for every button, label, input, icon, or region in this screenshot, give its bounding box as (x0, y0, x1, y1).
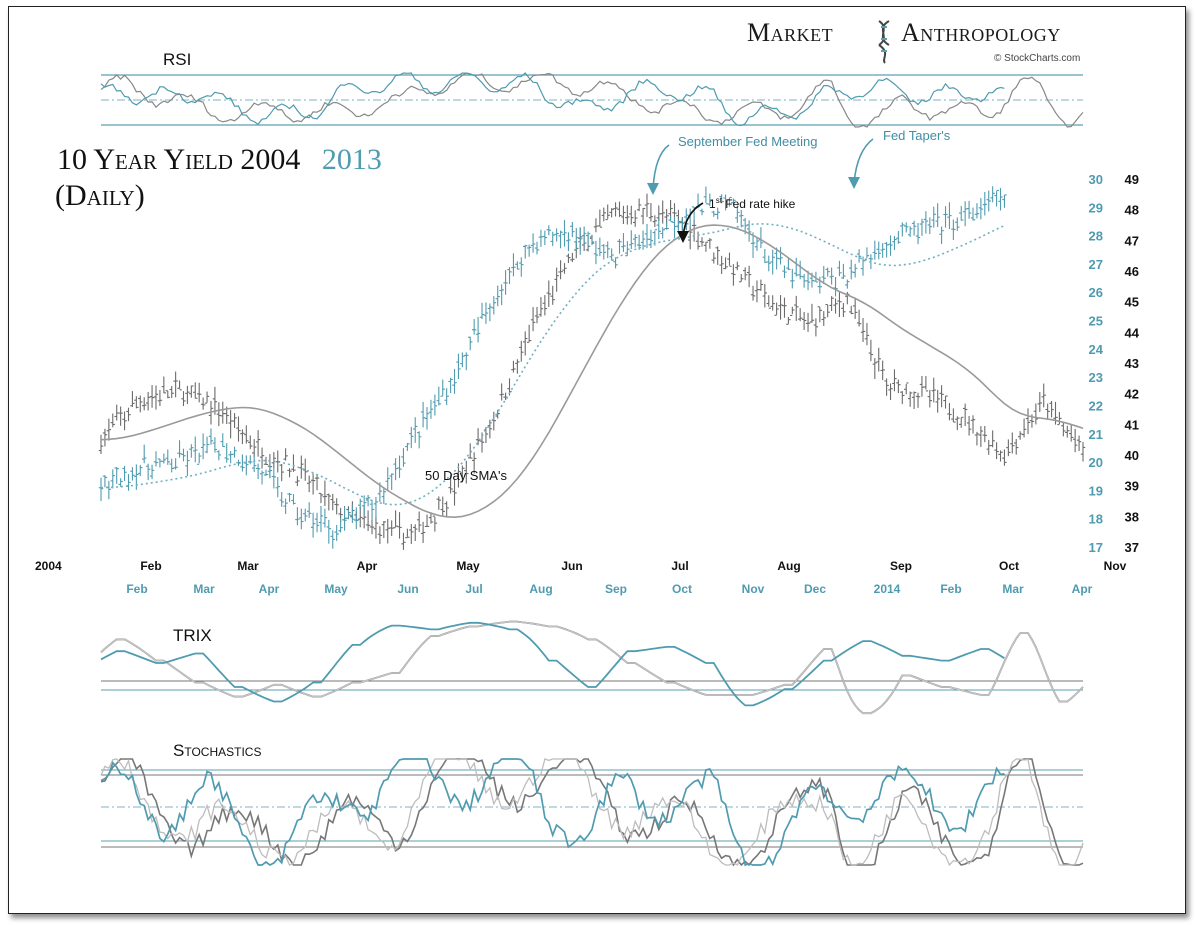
stochastics-series (100, 758, 1084, 867)
chart-svg: Market Anthropology © StockCharts.com RS… (35, 18, 1140, 867)
stoch-signal-2004 (100, 758, 1084, 867)
trix-line-2004 (100, 620, 1084, 715)
y-tick-2004: 49 (1125, 172, 1139, 187)
annotation-sept-fed-text: September Fed Meeting (678, 134, 817, 149)
x-tick-2004: Jun (561, 559, 582, 573)
x-tick-2013: Mar (193, 582, 215, 596)
x-tick-2004: Feb (140, 559, 161, 573)
y-tick-2013: 26 (1089, 285, 1103, 300)
trix-signal-2004 (100, 620, 1084, 714)
rsi-series (100, 72, 1084, 128)
x-tick-2013: Jun (397, 582, 418, 596)
y-tick-2013: 27 (1089, 257, 1103, 272)
chart-subtitle: (Daily) (55, 179, 145, 212)
y-tick-2013: 29 (1089, 200, 1103, 215)
brand-anthropology: Anthropology (901, 18, 1061, 47)
trix-line-2013 (100, 621, 1005, 707)
x-tick-2013: May (324, 582, 348, 596)
trix-label: TRIX (173, 626, 212, 645)
y-tick-2004: 37 (1125, 540, 1139, 555)
y-tick-2004: 40 (1125, 448, 1139, 463)
chart-title-2013: 2013 (322, 143, 382, 176)
y-tick-2013: 22 (1089, 399, 1103, 414)
stoch-line-2004 (100, 758, 1084, 867)
bar-2013 (98, 186, 1007, 549)
y-tick-2013: 17 (1089, 540, 1103, 555)
x-tick-2013: Feb (940, 582, 961, 596)
main-plot (98, 186, 1086, 550)
chart-title: 10 Year Yield 2004 2013 (57, 143, 382, 176)
x-tick-2013: Apr (259, 582, 280, 596)
x-tick-2013: Apr (1072, 582, 1093, 596)
annotation-sept-fed: September Fed Meeting (647, 134, 817, 195)
x-tick-2004: 2004 (35, 559, 62, 573)
y-tick-2004: 43 (1125, 356, 1139, 371)
y-tick-2013: 28 (1089, 229, 1103, 244)
sma-2004-line (100, 224, 1084, 519)
y-tick-2013: 20 (1089, 455, 1103, 470)
x-tick-2013: 2014 (874, 582, 901, 596)
brand-market: Market (747, 18, 833, 47)
trix-panel: TRIX (100, 620, 1084, 715)
y-axis-2004: 49 48 47 46 45 44 43 42 41 40 39 38 37 (1125, 172, 1140, 555)
dna-helix-icon (878, 20, 890, 64)
y-tick-2004: 45 (1125, 295, 1139, 310)
y-tick-2004: 41 (1125, 417, 1139, 432)
y-tick-2013: 18 (1089, 512, 1103, 527)
x-axis-2004: 2004 Feb Mar Apr May Jun Jul Aug Sep Oct Nov (35, 559, 1127, 573)
x-axis-2013: Feb Mar Apr May Jun Jul Aug Sep Oct Nov Dec 2014 Feb… (126, 582, 1092, 596)
x-tick-2013: Dec (804, 582, 826, 596)
x-tick-2013: Feb (126, 582, 147, 596)
rate-hike-post: Fed rate hike (722, 197, 796, 211)
x-tick-2004: Mar (237, 559, 259, 573)
y-tick-2013: 19 (1089, 483, 1103, 498)
rate-hike-pre: 1 (709, 197, 716, 211)
x-tick-2004: Sep (890, 559, 912, 573)
stoch-line-2013 (100, 758, 1005, 867)
x-tick-2004: May (456, 559, 480, 573)
rsi-panel: RSI (100, 50, 1084, 128)
stochastics-label: Stochastics (173, 741, 261, 760)
x-tick-2013: Sep (605, 582, 627, 596)
rsi-line-2004 (100, 72, 1084, 128)
y-tick-2004: 47 (1125, 233, 1139, 248)
chart-title-2004: 10 Year Yield 2004 (57, 143, 300, 176)
y-tick-2004: 44 (1125, 325, 1140, 340)
x-tick-2004: Nov (1104, 559, 1127, 573)
y-tick-2013: 30 (1089, 172, 1103, 187)
x-tick-2013: Aug (529, 582, 552, 596)
rsi-line-2013 (100, 72, 1005, 127)
annotation-taper-text: Fed Taper's (883, 128, 951, 143)
annotation-taper: Fed Taper's (848, 128, 951, 189)
annotation-rate-hike: 1st Fed rate hike (677, 196, 796, 243)
y-tick-2004: 46 (1125, 264, 1139, 279)
y-tick-2004: 48 (1125, 203, 1139, 218)
x-tick-2013: Jul (465, 582, 482, 596)
x-tick-2004: Jul (671, 559, 688, 573)
x-tick-2004: Aug (777, 559, 800, 573)
y-tick-2004: 42 (1125, 387, 1139, 402)
trix-series (100, 620, 1084, 715)
x-tick-2004: Apr (357, 559, 378, 573)
annotation-rate-hike-text: 1st Fed rate hike (709, 196, 796, 211)
y-tick-2004: 38 (1125, 509, 1139, 524)
brand-credit: © StockCharts.com (994, 53, 1080, 64)
y-tick-2013: 23 (1089, 370, 1103, 385)
rsi-label: RSI (163, 50, 191, 69)
x-tick-2004: Oct (999, 559, 1019, 573)
annotation-sma: 50 Day SMA's (425, 468, 507, 483)
y-tick-2004: 39 (1125, 479, 1139, 494)
y-tick-2013: 24 (1089, 342, 1104, 357)
rate-hike-sup: st (716, 196, 723, 205)
x-tick-2013: Oct (672, 582, 692, 596)
stochastics-panel: Stochastics (100, 741, 1084, 867)
x-tick-2013: Mar (1002, 582, 1024, 596)
y-tick-2013: 25 (1089, 314, 1103, 329)
y-tick-2013: 21 (1089, 427, 1103, 442)
chart-frame: Market Anthropology © StockCharts.com RS… (8, 6, 1186, 914)
y-axis-2013: 30 29 28 27 26 25 24 23 22 21 20 19 18 17 (1089, 172, 1104, 555)
bar-2004 (98, 193, 1086, 550)
x-tick-2013: Nov (742, 582, 765, 596)
